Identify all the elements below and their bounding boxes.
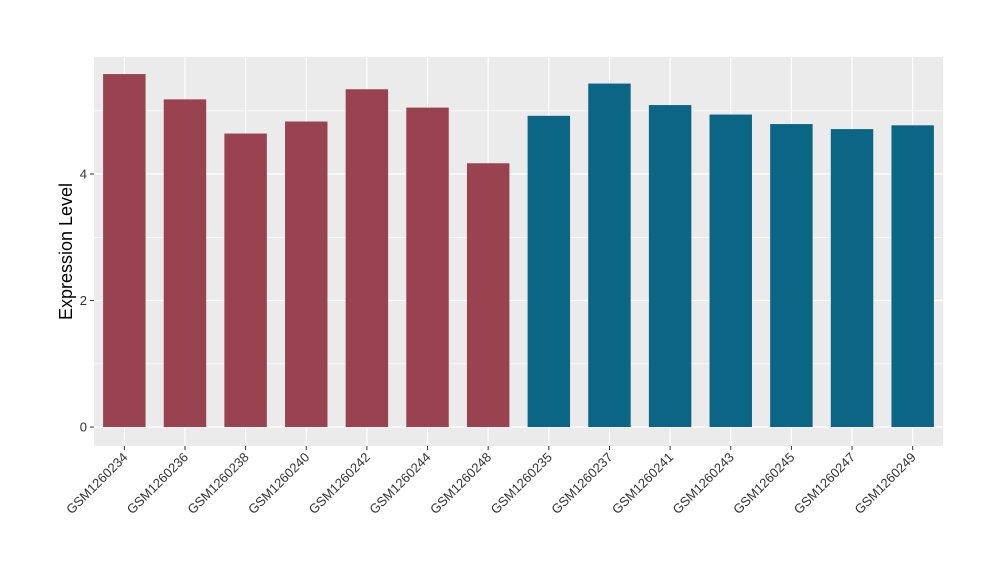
x-tick-label: GSM1260245 xyxy=(730,450,797,517)
x-tick-label: GSM1260248 xyxy=(427,450,494,517)
x-tick-label: GSM1260241 xyxy=(609,450,676,517)
y-tick-label: 4 xyxy=(80,167,87,182)
x-tick-label: GSM1260236 xyxy=(124,450,191,517)
x-tick-label: GSM1260234 xyxy=(63,450,130,517)
x-tick-label: GSM1260240 xyxy=(245,450,312,517)
y-tick-label: 2 xyxy=(80,293,87,308)
x-tick-label: GSM1260238 xyxy=(184,450,251,517)
bar-GSM1260247 xyxy=(830,129,874,428)
x-tick-label: GSM1260249 xyxy=(851,450,918,517)
bar-GSM1260241 xyxy=(648,105,692,428)
bars xyxy=(103,74,934,428)
bar-GSM1260234 xyxy=(103,74,146,428)
plot-panel xyxy=(94,57,943,446)
x-tick-label: GSM1260235 xyxy=(488,450,555,517)
x-tick-label: GSM1260243 xyxy=(670,450,737,517)
bar-GSM1260238 xyxy=(224,133,267,428)
x-tick-label: GSM1260237 xyxy=(548,450,615,517)
bar-GSM1260242 xyxy=(345,89,389,428)
bar-GSM1260235 xyxy=(527,115,571,428)
y-axis: 0 2 4 xyxy=(80,167,94,435)
bar-GSM1260243 xyxy=(709,114,752,428)
x-axis: GSM1260234GSM1260236GSM1260238GSM1260240… xyxy=(63,446,919,517)
x-tick-label: GSM1260242 xyxy=(306,450,373,517)
x-tick-label: GSM1260244 xyxy=(366,450,433,517)
y-tick-label: 0 xyxy=(80,420,87,435)
y-axis-title: Expression Level xyxy=(56,183,76,320)
x-tick-label: GSM1260247 xyxy=(791,450,858,517)
bar-GSM1260237 xyxy=(588,83,631,428)
bar-GSM1260249 xyxy=(891,125,934,428)
bar-GSM1260236 xyxy=(163,99,207,428)
bar-GSM1260240 xyxy=(285,121,328,428)
bar-GSM1260244 xyxy=(406,107,449,428)
bar-GSM1260248 xyxy=(466,163,510,428)
bar-GSM1260245 xyxy=(770,124,813,428)
